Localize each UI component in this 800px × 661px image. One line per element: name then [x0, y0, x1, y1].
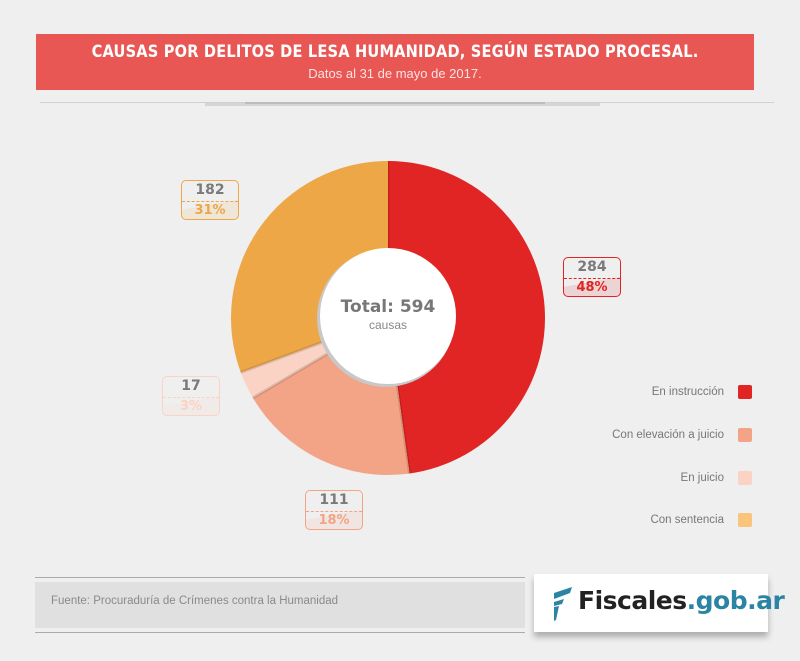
header-divider-accent — [245, 102, 545, 104]
logo-wordmark: Fiscales.gob.ar — [578, 586, 785, 615]
legend-label: En instrucción — [651, 386, 724, 398]
fiscales-logo[interactable]: Fiscales.gob.ar — [534, 574, 785, 632]
legend-swatch — [738, 385, 752, 399]
chart-header: CAUSAS POR DELITOS DE LESA HUMANIDAD, SE… — [36, 34, 754, 90]
value-label: 17 — [181, 378, 201, 394]
data-label-en-juicio: 17 3% — [162, 376, 220, 416]
total-label: Total: 594 — [340, 297, 436, 317]
percent-text: 48% — [576, 280, 608, 295]
data-label-en-instruccion: 284 48% — [563, 257, 621, 297]
percent-label: 48% — [564, 278, 620, 297]
center-circle — [320, 248, 456, 384]
chart-title: CAUSAS POR DELITOS DE LESA HUMANIDAD, SE… — [91, 42, 699, 62]
data-label-con-sentencia: 182 31% — [181, 180, 239, 220]
legend-swatch — [738, 428, 752, 442]
legend-swatch — [738, 513, 752, 527]
chart-subtitle: Datos al 31 de mayo de 2017. — [308, 66, 482, 81]
percent-label: 31% — [182, 201, 238, 220]
legend-label: Con sentencia — [650, 514, 724, 526]
fiscales-logo-icon — [554, 587, 572, 621]
percent-text: 31% — [194, 203, 226, 218]
source-footer: Fuente: Procuraduría de Crímenes contra … — [35, 577, 525, 633]
data-label-con-elevacion: 111 18% — [305, 490, 363, 530]
legend-label: En juicio — [680, 472, 724, 484]
percent-text: 3% — [179, 399, 203, 414]
logo-domain: .gob.ar — [686, 586, 785, 615]
logo-name: Fiscales — [578, 586, 687, 615]
percent-text: 18% — [318, 513, 350, 528]
value-label: 284 — [577, 259, 607, 275]
pie-slice-en-instrucci-n — [388, 161, 546, 474]
value-label: 111 — [319, 492, 349, 508]
legend-label: Con elevación a juicio — [612, 429, 724, 441]
value-label: 182 — [195, 182, 225, 198]
percent-label: 18% — [306, 511, 362, 530]
legend-swatch — [738, 471, 752, 485]
source-text: Fuente: Procuraduría de Crímenes contra … — [51, 595, 339, 607]
percent-label: 3% — [163, 397, 219, 416]
total-unit: causas — [368, 318, 408, 332]
header-divider-shadow — [205, 103, 600, 106]
source-background — [35, 582, 525, 628]
